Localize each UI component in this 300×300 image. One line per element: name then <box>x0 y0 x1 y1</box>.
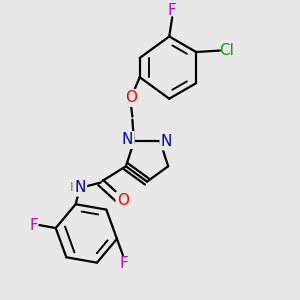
Text: F: F <box>119 256 128 271</box>
Text: N: N <box>122 132 133 147</box>
Text: N: N <box>74 180 86 195</box>
Text: Cl: Cl <box>219 43 234 58</box>
Text: O: O <box>125 90 137 105</box>
Text: F: F <box>29 218 38 232</box>
Text: N: N <box>161 134 172 149</box>
Text: F: F <box>168 3 177 18</box>
Text: H: H <box>70 181 80 194</box>
Text: O: O <box>117 193 129 208</box>
